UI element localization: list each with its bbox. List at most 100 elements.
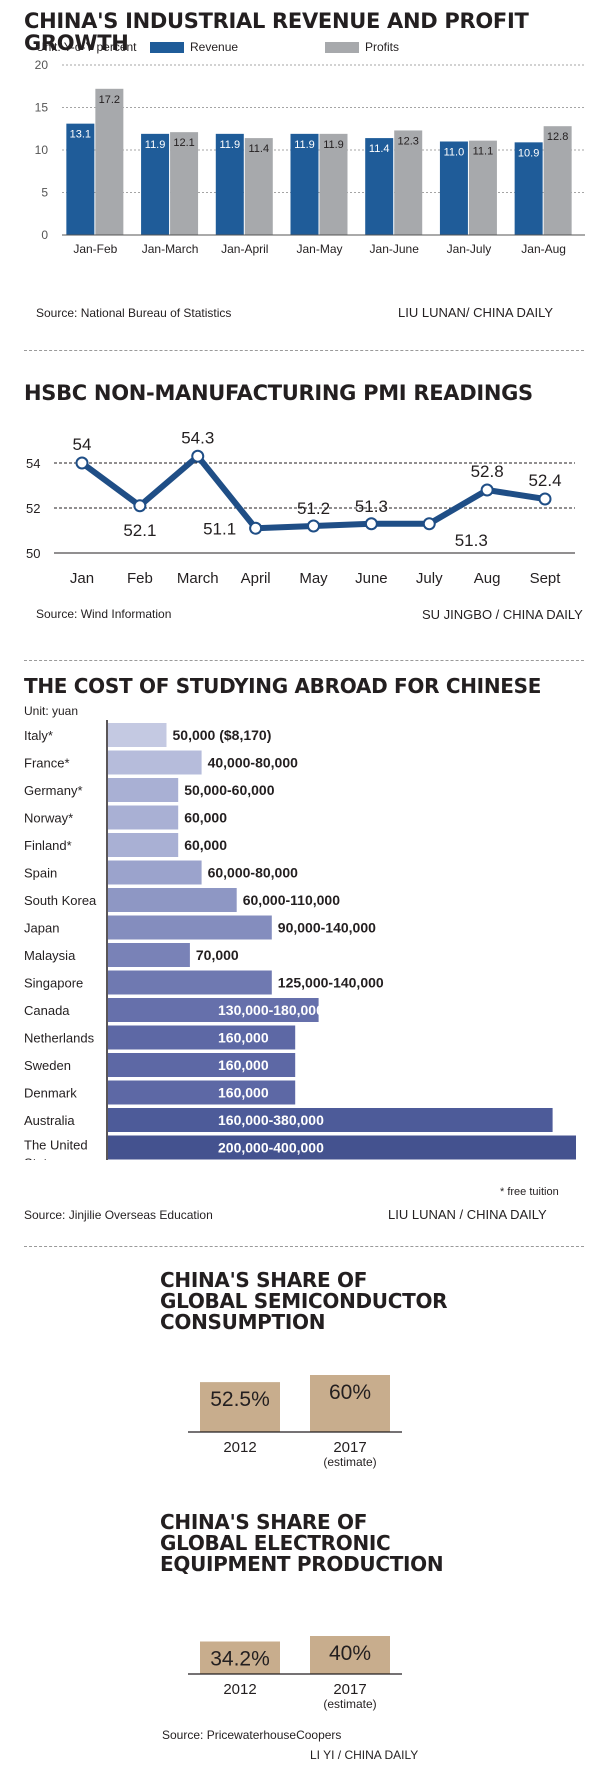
bar-value-label: 160,000: [218, 1030, 269, 1046]
pmi-value-label: 51.3: [355, 497, 388, 516]
electronic-equipment-panel: CHINA'S SHARE OF GLOBAL ELECTRONIC EQUIP…: [0, 1512, 600, 1770]
bar-value-label: 11.4: [369, 143, 390, 155]
category-label: Germany*: [24, 783, 83, 798]
pmi-data-point: [422, 517, 436, 531]
share-bar: [200, 1641, 280, 1674]
bar-value-label: 60,000-110,000: [243, 892, 341, 908]
category-label: France*: [24, 756, 70, 771]
elec-chart-title: CHINA'S SHARE OF GLOBAL ELECTRONIC EQUIP…: [160, 1510, 444, 1576]
elec-chart-source: Source: PricewaterhouseCoopers: [162, 1728, 342, 1742]
x-category-label: June: [355, 570, 388, 587]
study-chart-note: * free tuition: [500, 1186, 559, 1198]
separator-1: [24, 350, 584, 351]
bar-germany-: [108, 778, 179, 802]
bar-profits: [95, 88, 124, 235]
share-bar: [200, 1382, 280, 1432]
bar-value-label: 34.2%: [210, 1648, 270, 1671]
bar-value-label: 60,000: [184, 837, 227, 853]
pmi-value-label: 51.3: [455, 531, 488, 550]
x-category-label: Aug: [474, 570, 501, 587]
x-category-label: Jan-July: [447, 242, 492, 256]
x-category-sublabel: (estimate): [323, 1455, 376, 1469]
bar-value-label: 160,000: [218, 1057, 269, 1073]
bar-finland-: [108, 833, 179, 857]
x-category-label: Jan-April: [221, 242, 268, 256]
bar-value-label: 11.9: [145, 139, 166, 151]
pmi-data-point: [538, 492, 552, 506]
x-category-label: Jan-Feb: [73, 242, 117, 256]
study-chart-credit: LIU LUNAN / CHINA DAILY: [388, 1207, 547, 1222]
category-label: Canada: [24, 1003, 70, 1018]
elec-chart-credit: LI YI / CHINA DAILY: [310, 1748, 419, 1762]
semiconductor-panel: CHINA'S SHARE OF GLOBAL SEMICONDUCTOR CO…: [0, 1270, 600, 1510]
study-chart-unit: Unit: yuan: [24, 704, 79, 718]
bar-value-label: 52.5%: [210, 1388, 270, 1411]
x-category-label: 2012: [223, 1439, 256, 1456]
bar-value-label: 12.3: [398, 135, 419, 147]
x-category-label: 2017: [333, 1439, 366, 1456]
category-label: Malaysia: [24, 948, 76, 963]
bar-norway-: [108, 805, 179, 830]
bar-value-label: 11.0: [444, 147, 465, 159]
x-category-sublabel: (estimate): [323, 1697, 376, 1711]
electronic-equipment-bar-chart: 34.2% 2012 40% 2017(estimate): [188, 1636, 402, 1711]
x-category-label: 2012: [223, 1681, 256, 1698]
bar-revenue: [365, 138, 394, 235]
category-label: Netherlands: [24, 1031, 95, 1046]
x-category-label: March: [177, 570, 219, 587]
bar-revenue: [290, 133, 319, 235]
legend-swatch-revenue: [150, 42, 184, 53]
pmi-chart-credit: SU JINGBO / CHINA DAILY: [422, 607, 583, 622]
bar-value-label: 40%: [329, 1642, 371, 1665]
y-tick-label: 15: [35, 101, 49, 115]
category-label: Finland*: [24, 838, 72, 853]
bar-value-label: 10.9: [518, 147, 539, 159]
bar-profits: [244, 138, 273, 235]
bar-value-label: 200,000-400,000: [218, 1140, 324, 1156]
bar-value-label: 60,000-80,000: [208, 865, 299, 881]
bar-revenue: [439, 141, 468, 235]
y-tick-label: 54: [26, 456, 40, 471]
pmi-data-point: [364, 517, 378, 531]
bar-value-label: 12.8: [547, 131, 568, 143]
bar-value-label: 125,000-140,000: [278, 975, 384, 991]
pmi-line-chart: 50 52 54 54 52.1 54.3 51.1 51.2 51.3 51.3 52.8 52.4…: [26, 428, 575, 587]
category-label: Italy*: [24, 728, 53, 743]
x-category-label: Jan-March: [142, 242, 199, 256]
study-chart-source: Source: Jinjilie Overseas Education: [24, 1208, 213, 1222]
x-category-label: Sept: [530, 570, 562, 587]
legend-swatch-profits: [325, 42, 359, 53]
bar-value-label: 11.9: [323, 139, 344, 151]
bar-japan: [108, 915, 272, 940]
pmi-data-point: [249, 521, 263, 535]
revenue-chart-title: CHINA'S INDUSTRIAL REVENUE AND PROFIT GR…: [24, 9, 529, 56]
y-tick-label: 5: [41, 186, 48, 200]
bar-singapore: [108, 970, 272, 995]
pmi-value-label: 51.2: [297, 499, 330, 518]
share-bar: [310, 1636, 390, 1674]
bar-value-label: 130,000-180,000: [218, 1002, 324, 1018]
bar-value-label: 60%: [329, 1381, 371, 1404]
category-label: Singapore: [24, 976, 83, 991]
pmi-value-label: 54: [73, 435, 92, 454]
bar-revenue: [66, 123, 95, 235]
category-label: Spain: [24, 866, 57, 881]
bar-value-label: 50,000-60,000: [184, 782, 275, 798]
x-category-label: Jan-May: [296, 242, 342, 256]
y-tick-label: 20: [35, 58, 49, 72]
pmi-value-label: 52.8: [471, 462, 504, 481]
semiconductor-bar-chart: 52.5% 2012 60% 2017(estimate): [188, 1375, 402, 1469]
bar-revenue: [141, 133, 170, 235]
study-abroad-panel: THE COST OF STUDYING ABROAD FOR CHINESE …: [0, 662, 600, 1242]
bar-profits: [543, 126, 572, 235]
bar-malaysia: [108, 943, 190, 967]
study-chart-title: THE COST OF STUDYING ABROAD FOR CHINESE: [24, 674, 542, 698]
y-tick-label: 52: [26, 501, 40, 516]
bar-revenue: [514, 142, 543, 235]
bar-value-label: 50,000 ($8,170): [173, 727, 272, 743]
pmi-value-label: 52.1: [123, 521, 156, 540]
x-category-label: May: [299, 570, 328, 587]
y-tick-label: 10: [35, 143, 49, 157]
bar-value-label: 11.1: [473, 146, 494, 158]
bar-value-label: 17.2: [99, 94, 120, 106]
